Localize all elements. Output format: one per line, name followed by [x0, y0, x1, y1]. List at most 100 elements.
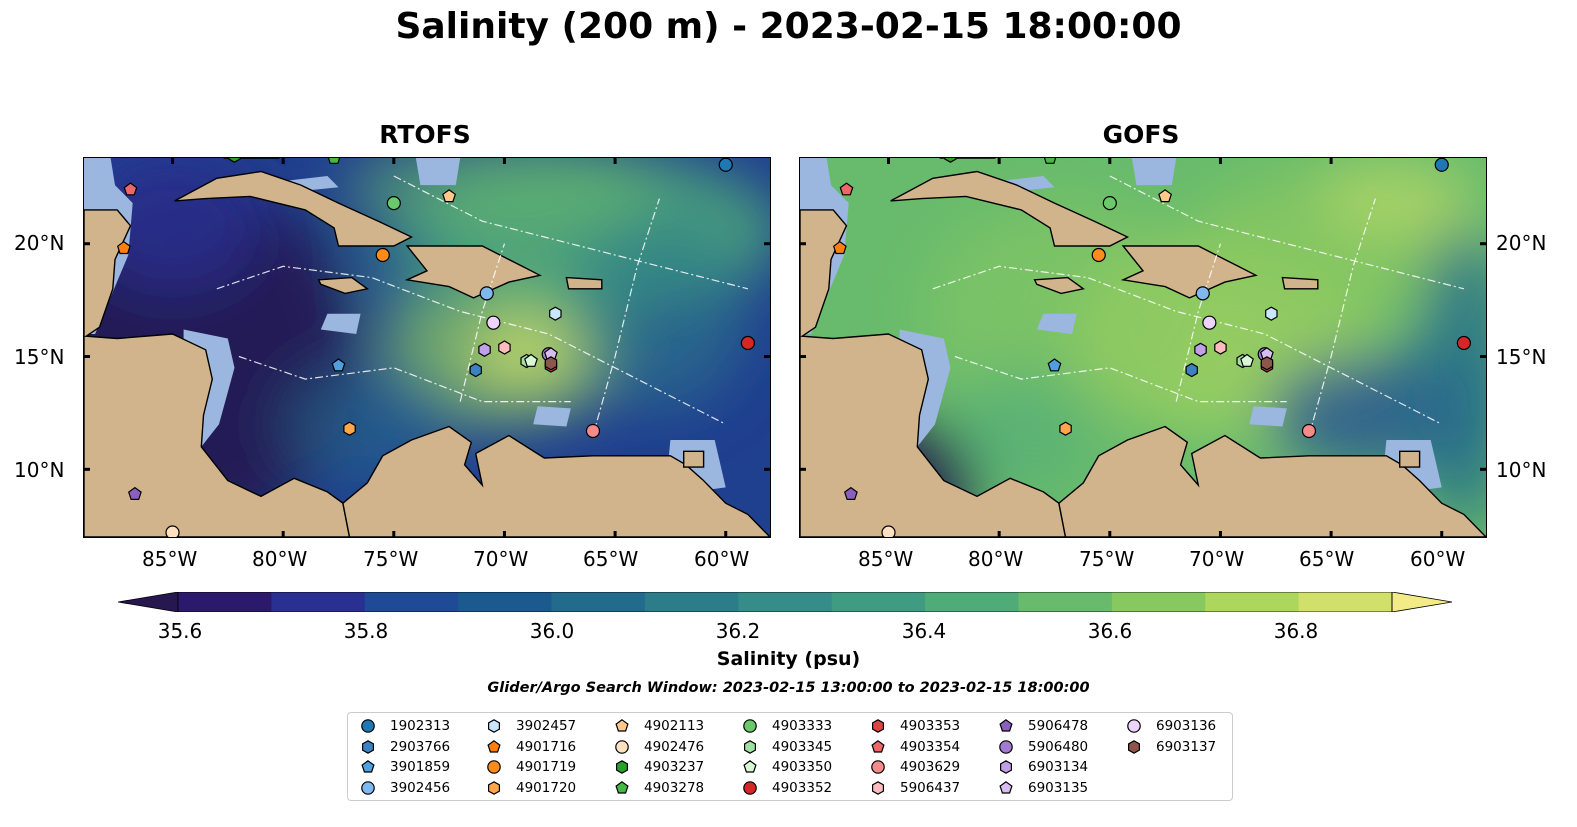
- eez-boundary: [393, 175, 749, 290]
- land-area: [1058, 425, 1486, 537]
- legend-label: 4903352: [772, 779, 833, 796]
- legend-item: 4903352: [742, 778, 832, 798]
- legend-label: 4903350: [772, 759, 833, 775]
- float-marker: [478, 342, 491, 357]
- legend-label: 3902457: [516, 718, 577, 734]
- land-area: [1399, 450, 1421, 468]
- legend-item: 3901859: [360, 757, 450, 777]
- legend-marker-icon: [1127, 719, 1141, 733]
- legend-label: 3901859: [390, 759, 451, 775]
- float-marker: [127, 486, 142, 500]
- panel-title-rtofs: RTOFS: [379, 120, 471, 149]
- eez-boundary: [932, 265, 1442, 425]
- float-marker: [1301, 423, 1317, 439]
- legend-item: 5906478: [998, 716, 1088, 736]
- float-marker: [839, 182, 854, 196]
- float-marker: [469, 362, 482, 378]
- legend-label: 6903134: [1028, 759, 1089, 775]
- legend-item: 4903629: [870, 757, 960, 777]
- legend-item: 5906480: [998, 737, 1088, 757]
- shelf-area: [1131, 158, 1177, 186]
- legend-label: 4903237: [644, 759, 705, 775]
- float-marker: [165, 525, 180, 537]
- legend-item: 5906437: [870, 778, 960, 798]
- land-area: [800, 209, 1067, 537]
- land-area: [683, 450, 705, 468]
- float-marker: [375, 247, 390, 263]
- legend-marker-icon: [1127, 739, 1140, 754]
- colorbar-tick-label: 35.8: [343, 619, 389, 643]
- legend-item: 3902457: [486, 716, 576, 736]
- colorbar-tick-label: 36.0: [529, 619, 575, 643]
- colorbar-tick-label: 36.8: [1273, 619, 1319, 643]
- land-area: [84, 209, 351, 537]
- legend-marker-icon: [743, 719, 757, 733]
- lon-tick-label: 65°W: [583, 547, 639, 571]
- legend-marker-icon: [743, 760, 757, 773]
- legend-item: 6903134: [998, 757, 1088, 777]
- colorbar-under-triangle: [118, 592, 179, 612]
- float-marker: [1240, 353, 1254, 367]
- lat-tick-label: 20°N: [1496, 231, 1547, 255]
- legend-item: 1902313: [360, 716, 450, 736]
- legend-item: 4903353: [870, 716, 960, 736]
- search-window-text: Glider/Argo Search Window: 2023-02-15 13…: [487, 680, 1090, 696]
- float-marker: [1265, 306, 1278, 321]
- float-marker: [1214, 340, 1227, 355]
- eez-boundary: [216, 265, 726, 425]
- legend-label: 4903353: [900, 718, 961, 734]
- colorbar-tick-label: 35.6: [157, 619, 203, 643]
- legend-marker-icon: [361, 739, 374, 754]
- legend-marker-icon: [871, 760, 885, 774]
- colorbar-segment: [458, 592, 553, 612]
- legend-label: 4903278: [644, 779, 705, 796]
- legend-label: 4902476: [644, 738, 705, 755]
- eez-boundary: [238, 355, 571, 403]
- float-marker: [1434, 158, 1449, 172]
- legend-marker-icon: [615, 760, 628, 774]
- float-marker: [442, 189, 457, 203]
- legend-item: 4903345: [742, 737, 832, 757]
- legend-label: 4903345: [772, 738, 833, 755]
- legend-marker-icon: [615, 739, 629, 754]
- legend-item: 4902113: [614, 716, 704, 736]
- legend-label: 4901719: [516, 759, 577, 775]
- legend-item: 4903333: [742, 716, 832, 736]
- float-marker: [1202, 315, 1217, 330]
- float-legend: 1902313 2903766 3901859 3902456 3902457 49017…: [347, 712, 1233, 801]
- legend-item: 4902476: [614, 737, 704, 757]
- legend-marker-icon: [999, 719, 1013, 732]
- legend-marker-icon: [743, 780, 757, 795]
- legend-item: 4901720: [486, 778, 576, 798]
- float-marker: [228, 158, 241, 163]
- map-panel-rtofs: [83, 157, 771, 538]
- land-area: [1120, 245, 1258, 299]
- float-marker: [1091, 247, 1106, 263]
- legend-marker-icon: [999, 760, 1012, 774]
- lon-tick-label: 75°W: [363, 547, 419, 571]
- lat-tick-label: 15°N: [1496, 345, 1547, 369]
- eez-boundary: [1109, 175, 1465, 290]
- float-marker: [386, 196, 401, 211]
- legend-item: 3902456: [360, 778, 450, 798]
- colorbar-tick-label: 36.4: [901, 619, 947, 643]
- land-area: [342, 425, 770, 537]
- colorbar-segment: [1018, 592, 1113, 612]
- legend-marker-icon: [361, 719, 375, 733]
- legend-marker-icon: [871, 719, 884, 733]
- lon-tick-label: 80°W: [968, 547, 1024, 571]
- gofs-map-svg: [800, 158, 1486, 537]
- legend-marker-icon: [487, 719, 500, 733]
- colorbar-segment: [644, 592, 739, 612]
- colorbar-segment: [1298, 592, 1393, 612]
- legend-label: 3902456: [390, 779, 451, 796]
- lat-tick-label: 10°N: [14, 458, 65, 482]
- legend-item: 4901719: [486, 757, 576, 777]
- legend-label: 4903629: [900, 759, 961, 775]
- float-marker: [585, 423, 601, 439]
- legend-marker-icon: [999, 780, 1013, 794]
- lon-tick-label: 60°W: [1410, 547, 1466, 571]
- float-marker: [881, 525, 896, 537]
- land-area: [174, 170, 414, 247]
- float-marker: [718, 158, 733, 172]
